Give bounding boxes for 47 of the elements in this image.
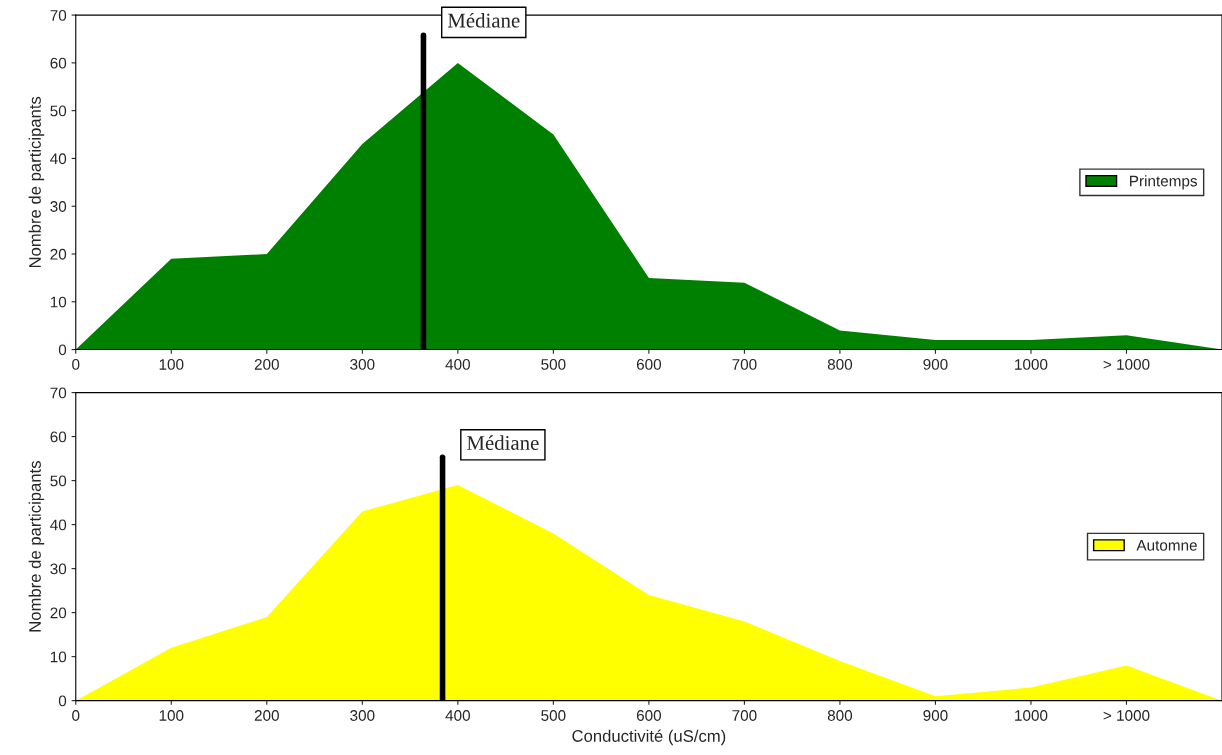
y-tick-label: 30: [50, 201, 67, 212]
x-tick-label: 200: [254, 710, 279, 721]
x-tick-label: 1000: [1015, 710, 1048, 721]
x-tick-label: 100: [159, 710, 184, 721]
x-tick-label: 300: [350, 359, 375, 370]
x-tick-label: 800: [827, 359, 853, 370]
x-tick-label: 200: [254, 359, 279, 370]
x-tick-label: 100: [159, 359, 184, 370]
x-tick-label: 600: [636, 359, 662, 370]
y-tick-label: 20: [50, 607, 67, 619]
legend-label: Printemps: [1130, 175, 1198, 190]
x-tick-label: 400: [445, 710, 470, 721]
x-tick-label: 0: [72, 710, 80, 721]
y-tick-label: 0: [58, 695, 67, 707]
legend-label: Automne: [1136, 540, 1197, 551]
x-tick-label: 0: [72, 359, 80, 370]
x-tick-label: 700: [732, 359, 757, 370]
y-tick-label: 40: [50, 519, 67, 531]
ref-line-label: Médiane: [467, 435, 539, 450]
y-tick-label: 20: [50, 248, 67, 260]
y-tick-label: 30: [50, 563, 67, 575]
x-tick-label: 1000: [1015, 359, 1048, 370]
y-tick-label: 10: [50, 296, 67, 308]
x-axis-title: Conductivité (uS/cm): [572, 729, 726, 746]
y-tick-label: 50: [50, 105, 67, 117]
x-tick-label: 400: [445, 359, 470, 370]
x-tick-label: 500: [541, 710, 566, 721]
x-tick-label: 900: [923, 359, 948, 370]
x-tick-label: > 1000: [1103, 359, 1150, 370]
x-tick-label: 300: [350, 710, 375, 721]
y-tick-label: 10: [50, 651, 67, 663]
y-axis-title: Nombre de participants: [28, 96, 45, 268]
x-tick-label: > 1000: [1103, 710, 1150, 721]
y-tick-label: 0: [58, 344, 67, 356]
y-tick-label: 70: [50, 9, 67, 21]
x-tick-label: 700: [732, 710, 757, 721]
y-tick-label: 60: [50, 57, 67, 69]
x-tick-label: 500: [541, 359, 566, 370]
x-tick-label: 800: [827, 710, 853, 721]
ref-line-label: Médiane: [447, 12, 520, 28]
x-tick-label: 900: [923, 710, 948, 721]
y-tick-label: 70: [50, 387, 67, 399]
y-axis-title: Nombre de participants: [28, 461, 45, 632]
y-tick-label: 60: [50, 431, 67, 443]
x-tick-label: 600: [636, 710, 662, 721]
y-tick-label: 50: [50, 475, 67, 487]
y-tick-label: 40: [50, 153, 67, 165]
